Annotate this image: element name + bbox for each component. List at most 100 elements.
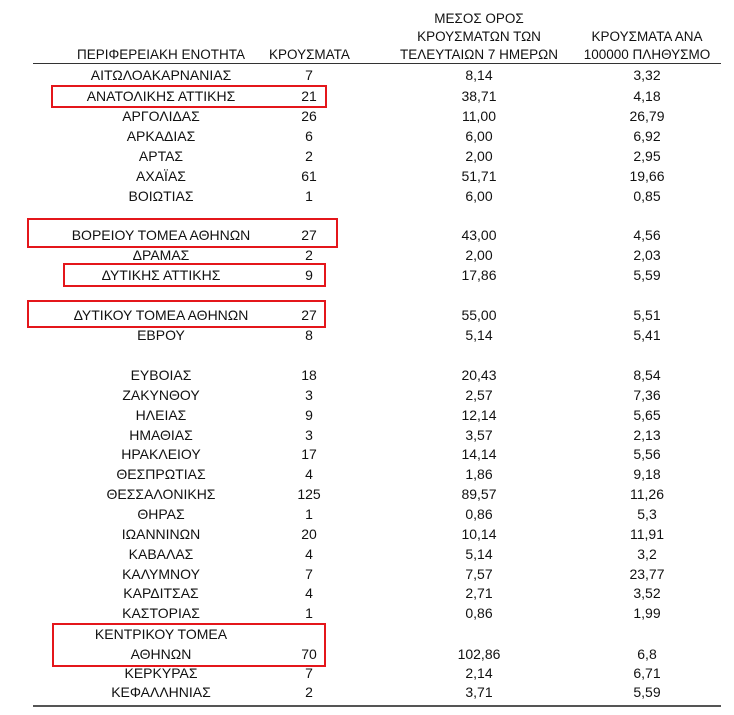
cases-value: 9 [305, 407, 313, 423]
per-capita-value: 2,13 [633, 427, 661, 443]
region-name: ΑΡΓΟΛΙΔΑΣ [122, 108, 200, 124]
per-capita-value: 0,85 [633, 188, 661, 204]
avg-value: 0,86 [465, 605, 493, 621]
per-capita-value: 2,03 [633, 247, 661, 263]
avg-value: 0,86 [465, 506, 493, 522]
avg-value: 3,57 [465, 427, 493, 443]
table-row: ΘΕΣΠΡΩΤΙΑΣ 4 1,86 9,18 [0, 464, 734, 484]
per-capita-value: 3,52 [633, 585, 661, 601]
cases-value: 7 [305, 566, 313, 582]
avg-value: 6,00 [465, 188, 493, 204]
highlight-box-anatolikis-attikis [51, 85, 327, 108]
region-name: ΘΕΣΠΡΩΤΙΑΣ [116, 466, 206, 482]
avg-value: 89,57 [461, 486, 497, 502]
avg-value: 2,00 [465, 148, 493, 164]
per-capita-value: 1,99 [633, 605, 661, 621]
per-capita-value: 5,51 [633, 307, 661, 323]
region-name: ΗΛΕΙΑΣ [135, 407, 187, 423]
region-name: ΑΘΗΝΩΝ [130, 646, 192, 662]
header-per-line2: 100000 ΠΛΗΘΥΣΜΟ [583, 47, 711, 62]
avg-value: 38,71 [461, 88, 497, 104]
cases-value: 61 [301, 168, 317, 184]
header-per-capita: ΚΡΟΥΣΜΑΤΑ ΑΝΑ 100000 ΠΛΗΘΥΣΜΟ [565, 28, 729, 64]
table-row: ΚΑΣΤΟΡΙΑΣ 1 0,86 1,99 [0, 603, 734, 623]
region-name: ΚΕΡΚΥΡΑΣ [124, 665, 198, 681]
region-name: ΔΡΑΜΑΣ [132, 247, 190, 263]
per-capita-value: 23,77 [629, 566, 665, 582]
per-capita-value: 4,56 [633, 227, 661, 243]
table-row: ΚΕΦΑΛΛΗΝΙΑΣ 2 3,71 5,59 [0, 682, 734, 702]
cases-value: 6 [305, 128, 313, 144]
region-name: ΗΡΑΚΛΕΙΟΥ [121, 446, 201, 462]
avg-value: 20,43 [461, 367, 497, 383]
cases-value: 9 [305, 267, 313, 283]
header-cases: ΚΡΟΥΣΜΑΤΑ [269, 47, 350, 62]
table-row: ΘΕΣΣΑΛΟΝΙΚΗΣ 125 89,57 11,26 [0, 484, 734, 504]
per-capita-value: 11,91 [630, 526, 664, 542]
avg-value: 8,14 [465, 67, 493, 83]
avg-value: 43,00 [461, 227, 497, 243]
avg-value: 11,00 [462, 108, 496, 124]
cases-value: 27 [301, 227, 317, 243]
per-capita-value: 5,3 [637, 506, 657, 522]
per-capita-value: 2,95 [633, 148, 661, 164]
header-avg-line1: ΜΕΣΟΣ ΟΡΟΣ [434, 11, 524, 26]
cases-value: 1 [305, 506, 313, 522]
table-row: ΑΘΗΝΩΝ 70 102,86 6,8 [0, 644, 734, 664]
avg-value: 5,14 [465, 546, 493, 562]
region-name: ΚΑΒΑΛΑΣ [128, 546, 194, 562]
per-capita-value: 5,59 [633, 684, 661, 700]
avg-value: 17,86 [461, 267, 497, 283]
avg-value: 2,00 [465, 247, 493, 263]
per-capita-value: 4,18 [633, 88, 661, 104]
region-name: ΔΥΤΙΚΟΥ ΤΟΜΕΑ ΑΘΗΝΩΝ [73, 307, 249, 323]
highlight-box-dytikou-tomea [27, 300, 326, 328]
cases-value: 2 [305, 684, 313, 700]
cases-value: 4 [305, 546, 313, 562]
avg-value: 51,71 [461, 168, 497, 184]
cases-value: 20 [301, 526, 317, 542]
region-name: ΔΥΤΙΚΗΣ ΑΤΤΙΚΗΣ [101, 267, 221, 283]
avg-value: 6,00 [465, 128, 493, 144]
table-row: ΖΑΚΥΝΘΟΥ 3 2,57 7,36 [0, 385, 734, 405]
avg-value: 2,57 [465, 387, 493, 403]
region-name: ΙΩΑΝΝΙΝΩΝ [121, 526, 201, 542]
cases-value: 21 [301, 88, 317, 104]
table-row: ΔΥΤΙΚΗΣ ΑΤΤΙΚΗΣ 9 17,86 5,59 [0, 265, 734, 285]
avg-value: 1,86 [465, 466, 493, 482]
region-name: ΑΡΤΑΣ [138, 148, 184, 164]
header-region: ΠΕΡΙΦΕΡΕΙΑΚΗ ΕΝΟΤΗΤΑ [76, 47, 246, 62]
per-capita-value: 3,32 [633, 67, 661, 83]
avg-value: 2,71 [465, 585, 493, 601]
region-name: ΑΡΚΑΔΙΑΣ [126, 128, 196, 144]
region-name: ΘΗΡΑΣ [137, 506, 185, 522]
cases-value: 4 [305, 585, 313, 601]
table-row: ΙΩΑΝΝΙΝΩΝ 20 10,14 11,91 [0, 524, 734, 544]
per-capita-value: 26,79 [629, 108, 665, 124]
avg-value: 3,71 [465, 684, 493, 700]
region-name: ΚΑΛΥΜΝΟΥ [122, 566, 200, 582]
table-row: ΚΑΒΑΛΑΣ 4 5,14 3,2 [0, 544, 734, 564]
table-row: ΚΕΡΚΥΡΑΣ 7 2,14 6,71 [0, 663, 734, 683]
table-row: ΗΜΑΘΙΑΣ 3 3,57 2,13 [0, 425, 734, 445]
per-capita-value: 5,56 [633, 446, 661, 462]
per-capita-value: 8,54 [633, 367, 661, 383]
table-row: ΔΥΤΙΚΟΥ ΤΟΜΕΑ ΑΘΗΝΩΝ 27 55,00 5,51 [0, 305, 734, 325]
table-row: ΘΗΡΑΣ 1 0,86 5,3 [0, 504, 734, 524]
per-capita-value: 5,65 [633, 407, 661, 423]
region-name: ΕΥΒΟΙΑΣ [130, 367, 192, 383]
cases-value: 4 [305, 466, 313, 482]
cases-value: 3 [305, 427, 313, 443]
table-row: ΔΡΑΜΑΣ 2 2,00 2,03 [0, 245, 734, 265]
per-capita-value: 5,59 [633, 267, 661, 283]
cases-value: 2 [305, 148, 313, 164]
header-divider [33, 63, 721, 64]
per-capita-value: 11,26 [630, 486, 664, 502]
header-avg: ΜΕΣΟΣ ΟΡΟΣ ΚΡΟΥΣΜΑΤΩΝ ΤΩΝ ΤΕΛΕΥΤΑΙΩΝ 7 Η… [390, 10, 568, 64]
header-avg-line3: ΤΕΛΕΥΤΑΙΩΝ 7 ΗΜΕΡΩΝ [400, 47, 558, 62]
table-row: ΗΛΕΙΑΣ 9 12,14 5,65 [0, 405, 734, 425]
table-row: ΑΙΤΩΛΟΑΚΑΡΝΑΝΙΑΣ 7 8,14 3,32 [0, 65, 734, 85]
cases-value: 26 [301, 108, 317, 124]
region-name: ΒΟΡΕΙΟΥ ΤΟΜΕΑ ΑΘΗΝΩΝ [71, 227, 251, 243]
region-name: ΑΧΑΪΑΣ [136, 168, 186, 184]
